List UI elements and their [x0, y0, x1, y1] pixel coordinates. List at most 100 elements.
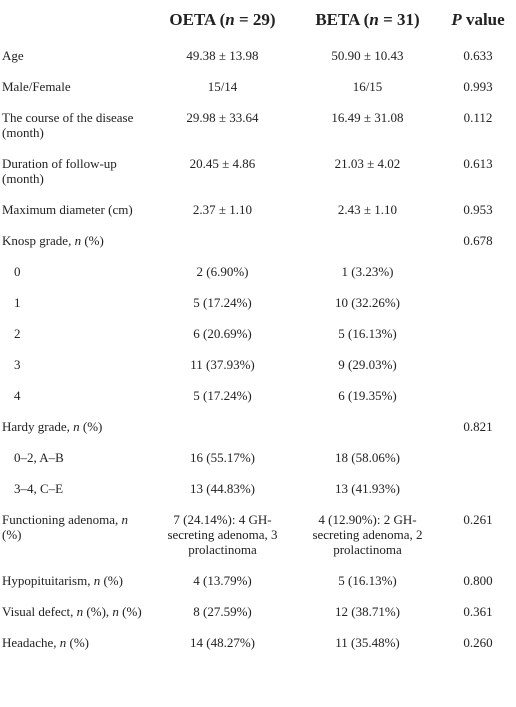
text-run: n: [74, 233, 82, 248]
text-run: n: [76, 604, 84, 619]
table-row: The course of the disease (month) 29.98 ±…: [0, 102, 516, 148]
text-run: Male/Female: [2, 79, 71, 94]
row-label: 2: [0, 318, 150, 349]
table-cell: 12 (38.71%): [335, 604, 400, 619]
table-cell: 2 (6.90%): [196, 264, 249, 279]
text-run: = 29): [234, 10, 276, 29]
table-row: Male/Female 15/14 16/15 0.993: [0, 71, 516, 102]
row-label: Male/Female: [0, 71, 150, 102]
table-cell: 0.800: [463, 573, 493, 588]
table-body: Age 49.38 ± 13.98 50.90 ± 10.43 0.633 Male/F…: [0, 40, 516, 658]
table-cell: 0.361: [463, 604, 493, 619]
table-cell: 10 (32.26%): [335, 295, 400, 310]
row-label: 4: [0, 380, 150, 411]
table-cell: 16.49 ± 31.08: [331, 110, 404, 125]
table-cell: 14 (48.27%): [190, 635, 255, 650]
text-run: Hardy grade,: [2, 419, 74, 434]
text-run: n: [93, 573, 101, 588]
table-cell: [440, 442, 516, 473]
table-row: 0 2 (6.90%) 1 (3.23%): [0, 256, 516, 287]
table-cell: 2.37 ± 1.10: [192, 202, 253, 217]
text-run: Visual defect,: [2, 604, 77, 619]
table-cell: 0.112: [463, 110, 493, 125]
row-label: 0: [0, 256, 150, 287]
table-cell: 6 (19.35%): [338, 388, 397, 403]
table-cell: 50.90 ± 10.43: [331, 48, 404, 63]
table-cell: 11 (35.48%): [335, 635, 400, 650]
table-row: Visual defect, n (%), n (%) 8 (27.59%) 12 …: [0, 596, 516, 627]
table-cell: 5 (16.13%): [338, 573, 397, 588]
table-cell: 13 (44.83%): [190, 481, 255, 496]
table-cell: 13 (41.93%): [335, 481, 400, 496]
table-cell: 20.45 ± 4.86: [189, 156, 256, 171]
table-cell: 0.821: [463, 419, 493, 434]
table-cell: [440, 380, 516, 411]
table-cell: [295, 225, 440, 256]
text-run: Age: [2, 48, 24, 63]
row-label: Visual defect, n (%), n (%): [0, 596, 150, 627]
text-run: (%): [100, 573, 123, 588]
row-label: Headache, n (%): [0, 627, 150, 658]
table-row: 2 6 (20.69%) 5 (16.13%): [0, 318, 516, 349]
table-row: Duration of follow-up (month) 20.45 ± 4.8…: [0, 148, 516, 194]
table-cell: [150, 411, 295, 442]
table-row: Age 49.38 ± 13.98 50.90 ± 10.43 0.633: [0, 40, 516, 71]
table-cell: 0.633: [463, 48, 493, 63]
table-cell: 4 (13.79%): [193, 573, 252, 588]
text-run: Headache,: [2, 635, 60, 650]
row-label: Functioning adenoma, n (%): [0, 504, 150, 565]
table-row: Knosp grade, n (%) 0.678: [0, 225, 516, 256]
table-cell: [440, 318, 516, 349]
table-cell: [440, 256, 516, 287]
row-label: 3: [0, 349, 150, 380]
table-cell: 9 (29.03%): [338, 357, 397, 372]
header-cell: P value: [440, 0, 516, 40]
text-run: Duration of follow-up (month): [2, 156, 117, 186]
table-cell: 29.98 ± 33.64: [186, 110, 259, 125]
text-run: 4: [14, 388, 21, 403]
table-row: Hardy grade, n (%) 0.821: [0, 411, 516, 442]
table-cell: 0.613: [463, 156, 493, 171]
text-run: (%): [66, 635, 90, 650]
text-run: 0: [14, 264, 21, 279]
table-cell: 8 (27.59%): [193, 604, 252, 619]
text-run: value: [461, 10, 505, 29]
row-label: 1: [0, 287, 150, 318]
table-cell: 7 (24.14%): 4 GH-secreting adenoma, 3 pr…: [167, 512, 278, 557]
table-cell: 4 (12.90%): 2 GH-secreting adenoma, 2 pr…: [312, 512, 423, 557]
text-run: Functioning adenoma,: [2, 512, 122, 527]
text-run: n: [112, 604, 119, 619]
table-row: Hypopituitarism, n (%) 4 (13.79%) 5 (16.13…: [0, 565, 516, 596]
header-cell: OETA (n = 29): [150, 0, 295, 40]
table-cell: 11 (37.93%): [190, 357, 255, 372]
text-run: Maximum diameter (cm): [2, 202, 133, 217]
row-label: Hypopituitarism, n (%): [0, 565, 150, 596]
text-run: The course of the disease (month): [2, 110, 134, 140]
header-cell: [0, 0, 150, 40]
text-run: 3: [14, 357, 21, 372]
text-run: (%): [81, 233, 104, 248]
row-label: The course of the disease (month): [0, 102, 150, 148]
table-cell: 15/14: [207, 79, 238, 94]
text-run: OETA (: [169, 10, 226, 29]
table-cell: 49.38 ± 13.98: [186, 48, 259, 63]
text-run: n: [369, 10, 379, 29]
table-cell: 0.678: [463, 233, 493, 248]
text-run: n: [121, 512, 129, 527]
table-cell: 16 (55.17%): [190, 450, 255, 465]
table-cell: 0.953: [463, 202, 493, 217]
table-cell: 5 (17.24%): [193, 388, 252, 403]
text-run: (%),: [83, 604, 113, 619]
table-cell: 18 (58.06%): [335, 450, 400, 465]
text-run: = 31): [378, 10, 420, 29]
table-row: Functioning adenoma, n (%) 7 (24.14%): 4 …: [0, 504, 516, 565]
row-label: Maximum diameter (cm): [0, 194, 150, 225]
text-run: 1: [14, 295, 21, 310]
table-cell: [440, 473, 516, 504]
text-run: P: [451, 10, 462, 29]
table-cell: 2.43 ± 1.10: [337, 202, 398, 217]
table-cell: [440, 287, 516, 318]
table-cell: [150, 225, 295, 256]
text-run: 3–4, C–E: [14, 481, 64, 496]
